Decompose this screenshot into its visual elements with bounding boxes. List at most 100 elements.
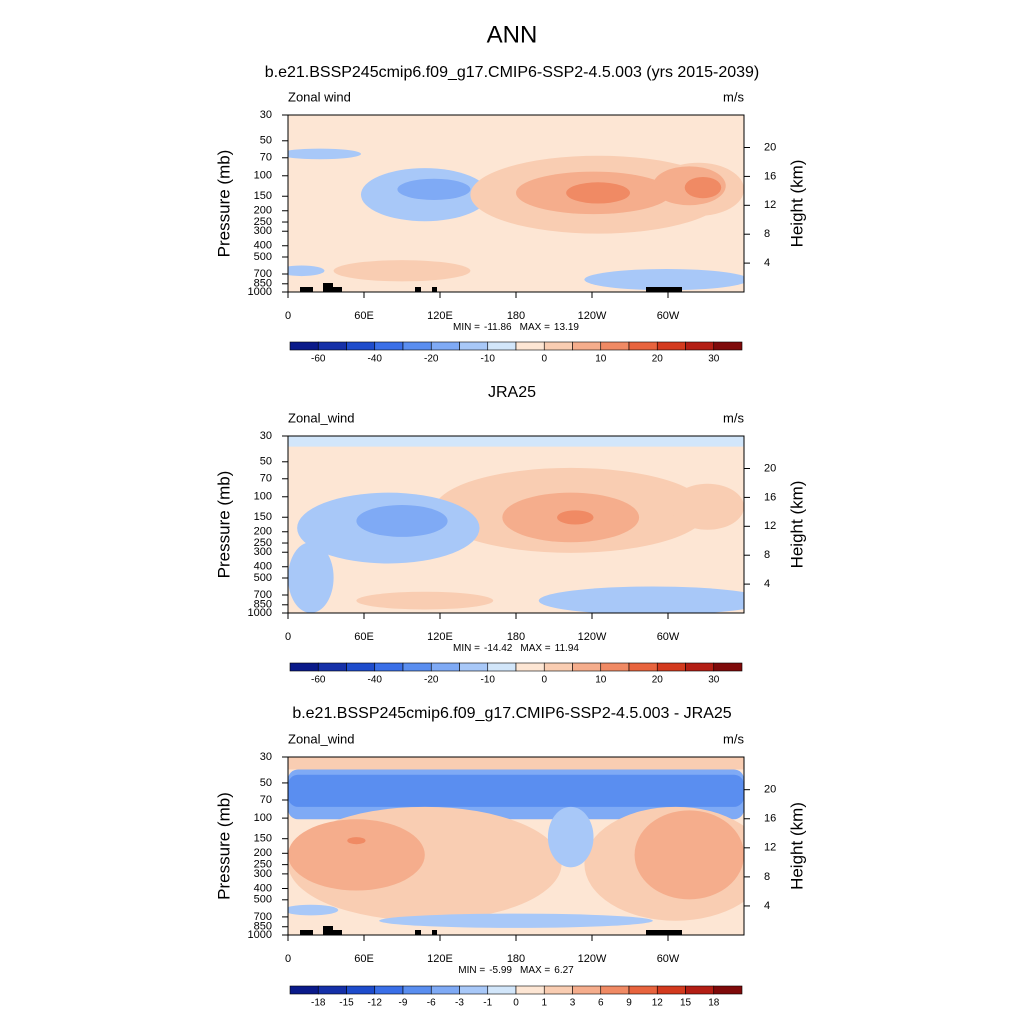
contour-fill xyxy=(557,510,594,525)
left-label: Zonal wind xyxy=(288,89,351,104)
colorbar-label: -40 xyxy=(368,675,383,686)
colorbar-box xyxy=(656,341,686,351)
y-tick-label: 250 xyxy=(254,216,272,228)
colorbar-box xyxy=(656,662,686,672)
left-label: Zonal_wind xyxy=(288,731,355,746)
min-max-part: MAX = xyxy=(520,965,550,976)
colorbar-box xyxy=(713,985,743,995)
y-tick-label: 70 xyxy=(260,473,272,485)
y2-tick-label: 12 xyxy=(764,199,776,211)
y-tick-label: 400 xyxy=(254,561,272,573)
min-max-part: -14.42 xyxy=(484,643,513,654)
colorbar-box xyxy=(459,662,489,672)
colorbar-label: 0 xyxy=(541,675,547,686)
y2-tick-label: 20 xyxy=(764,784,776,796)
figure-title: ANN xyxy=(487,21,538,48)
y-tick-label: 70 xyxy=(260,794,272,806)
y-axis-label: Pressure (mb) xyxy=(214,792,233,900)
y-tick-label: 400 xyxy=(254,882,272,894)
y2-axis-label: Height (km) xyxy=(787,802,806,890)
contour-fill xyxy=(547,806,594,868)
colorbar-box xyxy=(374,985,404,995)
y2-tick-label: 8 xyxy=(764,871,770,883)
colorbar-label: -10 xyxy=(481,354,496,365)
x-tick-label: 0 xyxy=(285,953,291,965)
y2-tick-label: 8 xyxy=(764,549,770,561)
colorbar-box xyxy=(487,662,517,672)
min-max-part: -11.86 xyxy=(484,322,512,333)
y-tick-label: 700 xyxy=(254,911,272,923)
contour-fill xyxy=(288,436,744,447)
topography xyxy=(432,287,437,292)
y-tick-label: 200 xyxy=(254,526,272,538)
y2-tick-label: 4 xyxy=(764,900,770,912)
min-max-part: 6.27 xyxy=(554,965,574,976)
colorbar-label: 3 xyxy=(570,998,576,1009)
y-tick-label: 100 xyxy=(254,491,272,503)
y-tick-label: 150 xyxy=(254,511,272,523)
colorbar-box xyxy=(289,662,319,672)
y2-axis-label: Height (km) xyxy=(787,481,806,569)
colorbar-label: -40 xyxy=(368,354,383,365)
colorbar-label: -60 xyxy=(311,354,326,365)
colorbar-box xyxy=(572,341,602,351)
y-tick-label: 500 xyxy=(254,894,272,906)
colorbar-box xyxy=(572,985,602,995)
contour-fill xyxy=(584,268,744,291)
colorbar-label: -9 xyxy=(399,998,408,1009)
colorbar-box xyxy=(289,341,319,351)
colorbar-label: -1 xyxy=(483,998,492,1009)
colorbar-box xyxy=(346,662,376,672)
colorbar-box xyxy=(685,662,715,672)
right-label: m/s xyxy=(723,89,744,104)
topography xyxy=(333,287,342,292)
colorbar-label: 6 xyxy=(598,998,604,1009)
x-tick-label: 120E xyxy=(427,631,453,643)
colorbar-box xyxy=(713,341,743,351)
colorbar-box xyxy=(487,341,517,351)
y-tick-label: 850 xyxy=(254,921,272,933)
min-max-part: MIN = xyxy=(453,643,480,654)
colorbar-box xyxy=(402,662,432,672)
colorbar-box xyxy=(600,341,630,351)
topography xyxy=(333,930,342,935)
contour-fill xyxy=(671,483,744,530)
x-tick-label: 120W xyxy=(578,953,607,965)
min-max: MIN = -11.86 MAX = 13.19 xyxy=(453,322,579,333)
y2-tick-label: 20 xyxy=(764,462,776,474)
y-tick-label: 100 xyxy=(254,812,272,824)
contour-fill xyxy=(288,265,325,277)
y-tick-label: 150 xyxy=(254,190,272,202)
colorbar-box xyxy=(628,662,658,672)
y2-tick-label: 4 xyxy=(764,578,770,590)
min-max-part: MIN = xyxy=(458,965,485,976)
colorbar-label: 20 xyxy=(652,675,664,686)
colorbar-box xyxy=(317,341,347,351)
contour-fill xyxy=(356,505,448,537)
colorbar-box xyxy=(402,341,432,351)
contour-fill xyxy=(333,260,471,282)
x-tick-label: 120E xyxy=(427,310,453,322)
x-tick-label: 180 xyxy=(507,310,525,322)
y-tick-label: 1000 xyxy=(248,607,272,619)
colorbar-box xyxy=(402,985,432,995)
contour-fill xyxy=(288,757,744,770)
contour-fill xyxy=(397,178,471,200)
y2-tick-label: 16 xyxy=(764,813,776,825)
contour-fill xyxy=(538,586,744,613)
y-tick-label: 30 xyxy=(260,430,272,442)
colorbar-label: 10 xyxy=(595,675,607,686)
colorbar-box xyxy=(346,341,376,351)
x-tick-label: 60W xyxy=(657,631,680,643)
min-max-part: 11.94 xyxy=(555,643,580,654)
min-max: MIN = -14.42 MAX = 11.94 xyxy=(453,643,579,654)
colorbar-box xyxy=(685,341,715,351)
colorbar-box xyxy=(430,341,460,351)
colorbar-box xyxy=(374,341,404,351)
contour-field xyxy=(288,115,744,292)
contour-fill xyxy=(634,810,744,900)
y-axis-label: Pressure (mb) xyxy=(214,471,233,579)
contour-fill xyxy=(288,148,361,160)
x-tick-label: 0 xyxy=(285,631,291,643)
